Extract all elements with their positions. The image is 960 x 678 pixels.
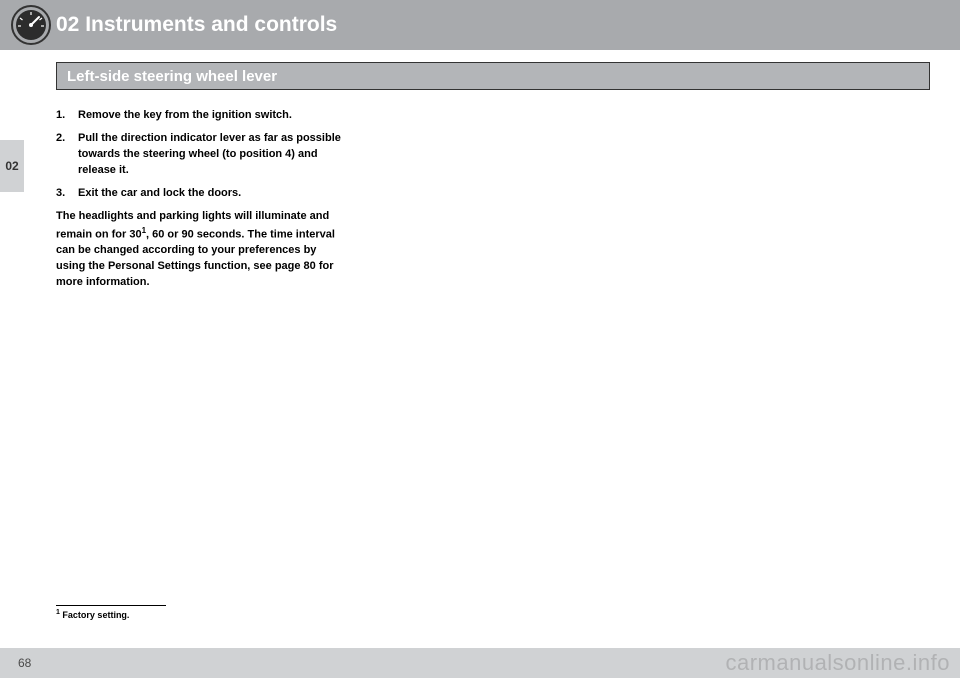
footnote-rule: [56, 605, 166, 606]
header-bar: 02 Instruments and controls: [0, 0, 960, 50]
step-list: Remove the key from the ignition switch.…: [56, 108, 346, 202]
page-number: 68: [18, 656, 31, 670]
step-3: Exit the car and lock the doors.: [56, 186, 346, 202]
chapter-title: 02 Instruments and controls: [56, 13, 337, 37]
content-column: Remove the key from the ignition switch.…: [56, 108, 346, 291]
step-1: Remove the key from the ignition switch.: [56, 108, 346, 124]
section-title: Left-side steering wheel lever: [67, 68, 277, 85]
body-paragraph: The headlights and parking lights will i…: [56, 209, 346, 291]
step-2: Pull the direction indicator lever as fa…: [56, 131, 346, 179]
gauge-icon: [10, 4, 52, 46]
section-bar: Left-side steering wheel lever: [56, 62, 930, 90]
footnote: 1 Factory setting.: [56, 609, 129, 620]
side-tab: 02: [0, 140, 24, 192]
watermark: carmanualsonline.info: [725, 650, 950, 676]
